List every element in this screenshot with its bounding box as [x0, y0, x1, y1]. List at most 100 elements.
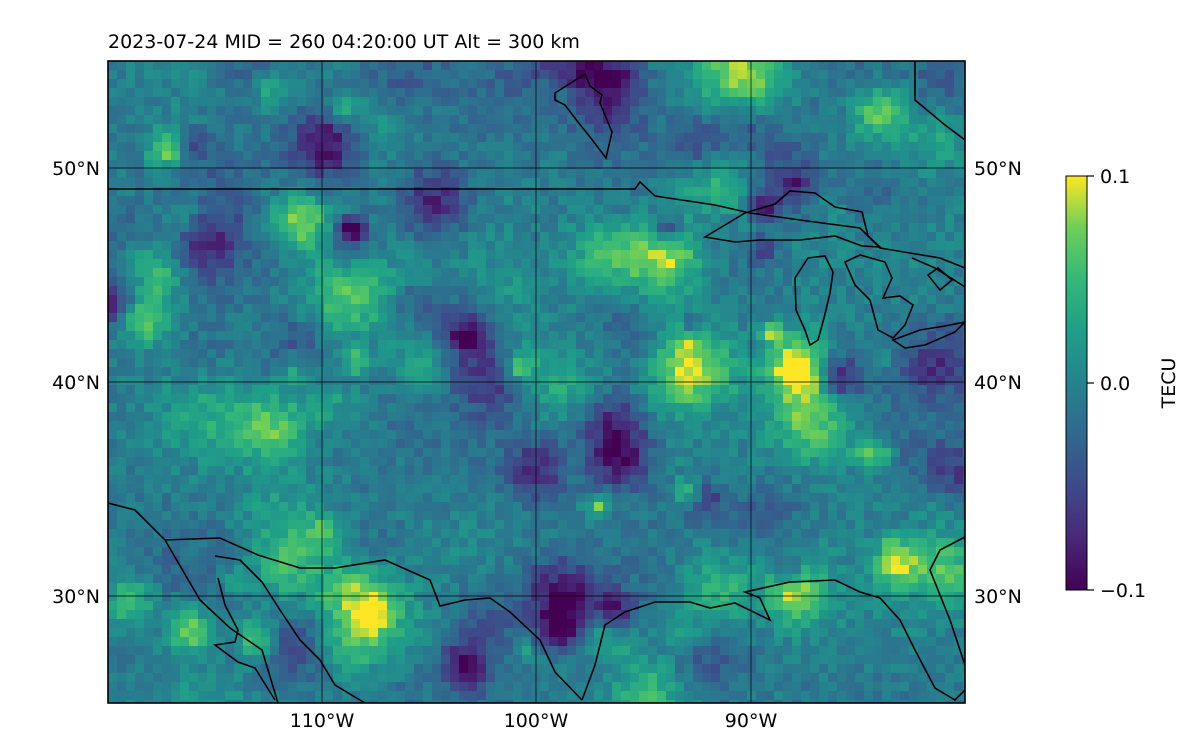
- tec-cell: [279, 286, 289, 296]
- tec-cell: [828, 385, 838, 395]
- tec-cell: [909, 187, 919, 197]
- tec-cell: [738, 259, 748, 269]
- tec-cell: [351, 502, 361, 512]
- tec-cell: [621, 241, 631, 251]
- tec-cell: [405, 79, 415, 89]
- tec-cell: [783, 79, 793, 89]
- tec-cell: [756, 313, 766, 323]
- tec-cell: [549, 295, 559, 305]
- tec-cell: [648, 457, 658, 467]
- tec-cell: [846, 286, 856, 296]
- tec-cell: [756, 232, 766, 242]
- tec-cell: [954, 88, 964, 98]
- tec-cell: [252, 358, 262, 368]
- tec-cell: [918, 187, 928, 197]
- tec-cell: [954, 439, 964, 449]
- tec-cell: [963, 457, 965, 467]
- tec-cell: [459, 511, 469, 521]
- tec-cell: [765, 439, 775, 449]
- tec-cell: [774, 232, 784, 242]
- tec-cell: [927, 250, 937, 260]
- tec-cell: [414, 448, 424, 458]
- tec-cell: [648, 79, 658, 89]
- tec-cell: [396, 142, 406, 152]
- tec-cell: [810, 484, 820, 494]
- tec-cell: [117, 367, 127, 377]
- tec-cell: [126, 313, 136, 323]
- tec-cell: [243, 313, 253, 323]
- tec-cell: [963, 97, 965, 107]
- tec-cell: [108, 484, 118, 494]
- tec-cell: [855, 376, 865, 386]
- tec-cell: [567, 493, 577, 503]
- tec-cell: [513, 214, 523, 224]
- tec-cell: [684, 493, 694, 503]
- tec-cell: [189, 223, 199, 233]
- tec-cell: [873, 151, 883, 161]
- tec-cell: [936, 160, 946, 170]
- tec-cell: [387, 106, 397, 116]
- tec-cell: [585, 106, 595, 116]
- tec-cell: [675, 205, 685, 215]
- tec-cell: [324, 106, 334, 116]
- tec-cell: [378, 61, 388, 71]
- tec-cell: [513, 277, 523, 287]
- tec-cell: [810, 178, 820, 188]
- tec-cell: [945, 178, 955, 188]
- tec-cell: [855, 97, 865, 107]
- tec-cell: [198, 322, 208, 332]
- tec-cell: [603, 358, 613, 368]
- tec-cell: [891, 358, 901, 368]
- tec-cell: [252, 367, 262, 377]
- tec-cell: [585, 277, 595, 287]
- tec-cell: [162, 484, 172, 494]
- tec-cell: [144, 88, 154, 98]
- tec-cell: [711, 61, 721, 71]
- tec-cell: [558, 70, 568, 80]
- tec-cell: [270, 70, 280, 80]
- tec-cell: [378, 340, 388, 350]
- tec-cell: [288, 466, 298, 476]
- tec-cell: [432, 403, 442, 413]
- tec-cell: [585, 205, 595, 215]
- tec-cell: [918, 61, 928, 71]
- tec-cell: [567, 70, 577, 80]
- tec-cell: [333, 475, 343, 485]
- tec-cell: [126, 529, 136, 539]
- tec-cell: [783, 439, 793, 449]
- tec-cell: [513, 187, 523, 197]
- tec-cell: [792, 502, 802, 512]
- tec-cell: [342, 268, 352, 278]
- tec-cell: [963, 421, 965, 431]
- tec-cell: [495, 448, 505, 458]
- tec-cell: [756, 250, 766, 260]
- tec-cell: [117, 421, 127, 431]
- tec-cell: [495, 79, 505, 89]
- tec-cell: [963, 232, 965, 242]
- tec-cell: [729, 61, 739, 71]
- tec-cell: [225, 232, 235, 242]
- tec-cell: [171, 511, 181, 521]
- tec-cell: [774, 169, 784, 179]
- tec-cell: [765, 466, 775, 476]
- tec-cell: [198, 205, 208, 215]
- tec-cell: [927, 457, 937, 467]
- tec-cell: [135, 412, 145, 422]
- tec-cell: [900, 97, 910, 107]
- tec-cell: [153, 304, 163, 314]
- tec-cell: [315, 223, 325, 233]
- tec-cell: [315, 277, 325, 287]
- tec-cell: [846, 340, 856, 350]
- tec-cell: [585, 484, 595, 494]
- tec-cell: [207, 493, 217, 503]
- tec-cell: [540, 70, 550, 80]
- tec-cell: [603, 151, 613, 161]
- tec-cell: [963, 79, 965, 89]
- tec-cell: [423, 88, 433, 98]
- tec-cell: [252, 448, 262, 458]
- tec-cell: [216, 70, 226, 80]
- tec-cell: [693, 349, 703, 359]
- tec-cell: [468, 70, 478, 80]
- tec-cell: [882, 277, 892, 287]
- tec-cell: [108, 232, 118, 242]
